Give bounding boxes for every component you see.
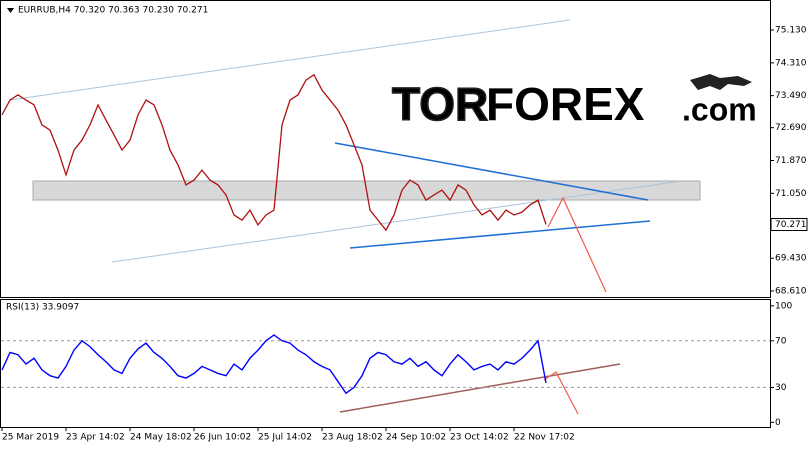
x-tick-label: 25 Mar 2019 bbox=[2, 433, 59, 443]
logo-bull bbox=[690, 74, 752, 90]
y-tick-label: 30 bbox=[775, 383, 787, 393]
x-tick-label: 23 Apr 14:02 bbox=[66, 433, 125, 443]
series-line bbox=[1, 73, 547, 232]
y-tick-label: 68.610 bbox=[775, 286, 807, 296]
y-tick-label: 100 bbox=[775, 301, 792, 311]
series-line bbox=[1, 334, 547, 395]
logo-tor: TOR bbox=[392, 78, 488, 130]
forecast-arrow bbox=[543, 371, 579, 415]
logo-forex: FOREX bbox=[486, 78, 645, 130]
x-tick-label: 25 Jul 14:02 bbox=[258, 433, 312, 443]
y-tick-label: 70 bbox=[775, 336, 787, 346]
channel-line bbox=[111, 181, 676, 263]
y-tick-label: 71.050 bbox=[775, 189, 807, 199]
y-tick-label: 72.690 bbox=[775, 123, 807, 133]
y-tick-label: 0 bbox=[775, 418, 781, 428]
x-tick-label: 24 Sep 10:02 bbox=[386, 433, 446, 443]
x-tick-label: 23 Oct 14:02 bbox=[450, 433, 509, 443]
y-tick-label: 73.490 bbox=[775, 91, 807, 101]
chart-title: EURRUB,H4 70.320 70.363 70.230 70.271 bbox=[18, 6, 208, 16]
y-tick-label: 74.310 bbox=[775, 58, 807, 68]
y-tick-label: 75.130 bbox=[775, 26, 807, 36]
price-label: 70.271 bbox=[775, 220, 807, 230]
channel-line bbox=[9, 19, 571, 101]
y-tick-label: 69.430 bbox=[775, 254, 807, 264]
x-tick-label: 22 Nov 17:02 bbox=[514, 433, 575, 443]
x-tick-label: 24 May 18:02 bbox=[130, 433, 192, 443]
price-panel bbox=[0, 0, 771, 298]
price-box bbox=[770, 218, 808, 232]
trend-line bbox=[334, 142, 649, 201]
forecast-arrow bbox=[547, 196, 607, 293]
y-tick-label: 71.870 bbox=[775, 156, 807, 166]
menu-icon bbox=[7, 8, 14, 13]
logo-com: .com bbox=[682, 91, 757, 127]
trend-line bbox=[349, 220, 651, 249]
x-tick-label: 26 Jun 10:02 bbox=[194, 433, 251, 443]
x-tick-label: 23 Aug 18:02 bbox=[322, 433, 383, 443]
rsi-title: RSI(13) 33.9097 bbox=[6, 303, 79, 313]
rsi-trend-line bbox=[339, 363, 621, 413]
